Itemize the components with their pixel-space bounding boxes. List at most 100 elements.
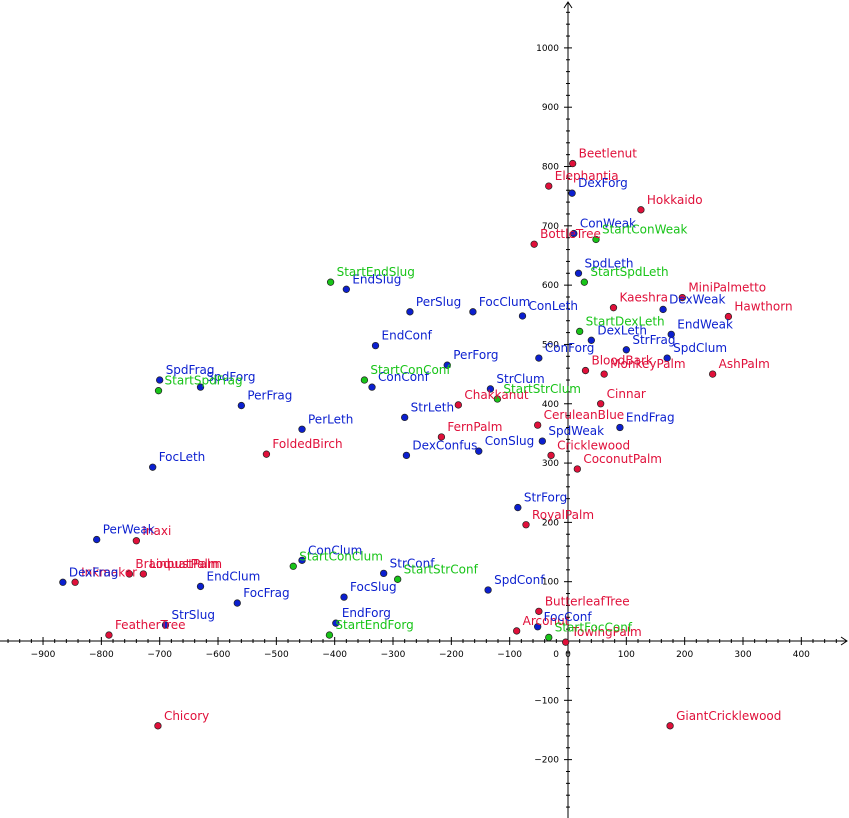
data-points [59,159,733,730]
data-point [667,330,675,339]
point-label: Cinnar [607,387,646,401]
data-point [289,562,297,570]
y-tick-label: −100 [534,696,559,706]
data-point [332,619,340,627]
point-label: StartConWeak [602,222,688,236]
data-point [535,354,543,362]
y-tick-label: 800 [542,163,559,173]
data-point [156,376,164,384]
point-label: ConClum [308,543,362,557]
data-point [380,569,388,578]
point-label: Kaeshra [619,291,668,305]
data-point [576,327,584,336]
point-label: StrLeth [411,400,454,414]
data-point [545,633,553,642]
data-point [609,304,618,312]
data-point [59,578,67,586]
point-label: ConLeth [529,299,579,313]
point-label: Cricklewood [557,438,630,452]
data-point [475,447,483,455]
point-label: PerLeth [308,412,353,426]
data-point [125,570,134,578]
data-point [71,578,79,586]
point-label: EndClum [207,569,261,583]
x-tick-label: 100 [618,650,635,660]
point-label: DexConfus [412,438,477,452]
data-point [545,182,553,190]
x-tick-label: −200 [439,650,464,660]
point-label: StartStrConf [404,562,479,576]
point-label: ButterleafTree [545,594,630,608]
data-point [196,582,205,591]
data-point [368,383,376,391]
data-point [298,425,306,433]
point-label: FocFrag [243,586,289,600]
data-point [486,385,495,393]
data-point [342,285,350,293]
data-point [325,631,334,639]
point-label: SpdWeak [548,424,604,438]
data-point [659,305,667,314]
data-point [484,586,492,594]
point-label: BloodBark [591,354,652,368]
data-point [402,451,411,460]
point-label: TowingPalm [571,625,642,639]
tick-marks: −900 −800 −700 −600 −500 −400 −300 −200 −100 0 100… [7,11,837,808]
point-label: StartConConf [370,363,451,377]
point-label: BottleTree [540,227,601,241]
y-tick-label: 400 [542,400,559,410]
point-label: FocClum [479,295,530,309]
point-label: FoldedBirch [272,437,342,451]
point-label: GiantCricklewood [676,709,781,723]
data-point [132,537,141,545]
y-tick-label: 200 [542,518,559,528]
x-tick-label: −700 [147,650,172,660]
data-point [592,235,600,244]
x-tick-label: 200 [676,650,693,660]
point-label: StrClum [496,372,544,386]
data-point [161,621,170,629]
point-label: EndWeak [677,317,733,331]
data-point [568,189,576,197]
point-label: SpdConf [494,573,545,587]
x-tick-label: −400 [322,650,347,660]
data-point [534,421,542,429]
point-label: CeruleanBlue [544,408,625,422]
data-point [469,308,477,316]
data-point [401,413,409,422]
data-point [360,376,369,384]
y-axis-arrow [563,1,573,9]
data-point [535,607,543,615]
point-label: StrConf [390,556,436,570]
point-label: FocConf [544,610,593,624]
point-label: Chicory [164,709,209,723]
point-label: Beetlenut [579,147,638,161]
point-label: FocSlug [350,580,397,594]
point-label: AshPalm [719,357,770,371]
data-point [406,308,414,316]
data-point [394,575,402,583]
point-label: DexForg [578,176,628,190]
point-label: StartDexLeth [586,314,665,328]
point-label: PerForg [453,348,498,362]
x-tick-label: 300 [734,650,751,660]
data-point [262,450,271,458]
point-label: StartStrClum [503,382,581,396]
point-label: ConConf [378,370,430,384]
data-point [149,463,157,471]
y-tick-label: 700 [542,222,559,232]
point-label: Inkmaker [81,565,137,579]
point-label: Hokkaido [647,193,703,207]
point-label: DexWeak [669,292,725,306]
point-label: SpdForg [207,370,256,384]
data-point [678,293,686,302]
data-point [724,312,733,321]
x-tick-label: −100 [497,650,522,660]
data-point [154,722,162,730]
y-tick-label: 500 [542,340,559,350]
data-point [534,623,542,631]
data-point [581,366,590,375]
point-label: PerFrag [247,389,292,403]
